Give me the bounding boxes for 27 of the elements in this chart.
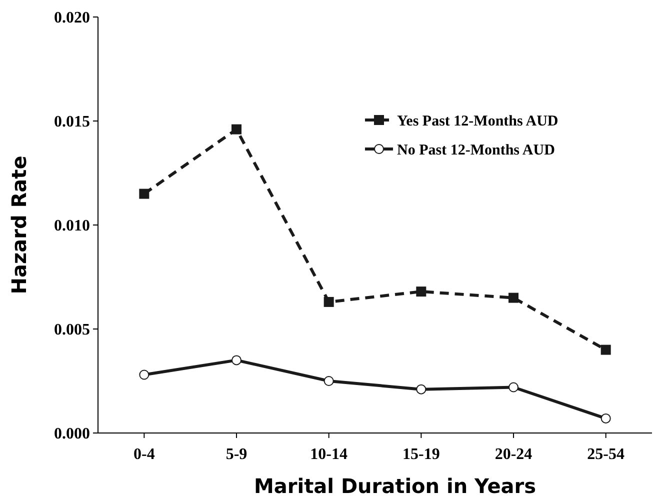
point (232, 355, 242, 366)
y-tick-label: 0.010 (54, 218, 90, 235)
point (139, 370, 150, 380)
x-axis-title: Marital Duration in Years (254, 474, 536, 498)
legend-label: Yes Past 12-Months AUD (397, 113, 558, 130)
y-tick-label: 0.000 (54, 426, 90, 443)
y-tick-label: 0.015 (54, 114, 90, 131)
x-tick-label: 15-19 (402, 446, 440, 463)
point (416, 384, 426, 394)
point (139, 188, 150, 199)
x-tick-label: 5-9 (226, 446, 248, 463)
point (416, 286, 426, 297)
legend-label: No Past 12-Months AUD (397, 142, 556, 158)
point (508, 292, 518, 303)
x-tick-label: 0-4 (134, 446, 155, 463)
point (232, 124, 242, 134)
y-tick-label: 0.020 (54, 10, 90, 27)
x-tick-label: 20-24 (494, 446, 532, 463)
point (600, 344, 611, 355)
y-axis-title: Hazard Rate (7, 156, 31, 294)
point (324, 376, 334, 386)
point (600, 413, 611, 424)
x-tick-label: 25-54 (587, 446, 624, 463)
y-tick-label: 0.005 (54, 322, 90, 339)
x-tick-label: 10-14 (310, 446, 348, 463)
point (508, 382, 518, 392)
point (324, 296, 334, 307)
